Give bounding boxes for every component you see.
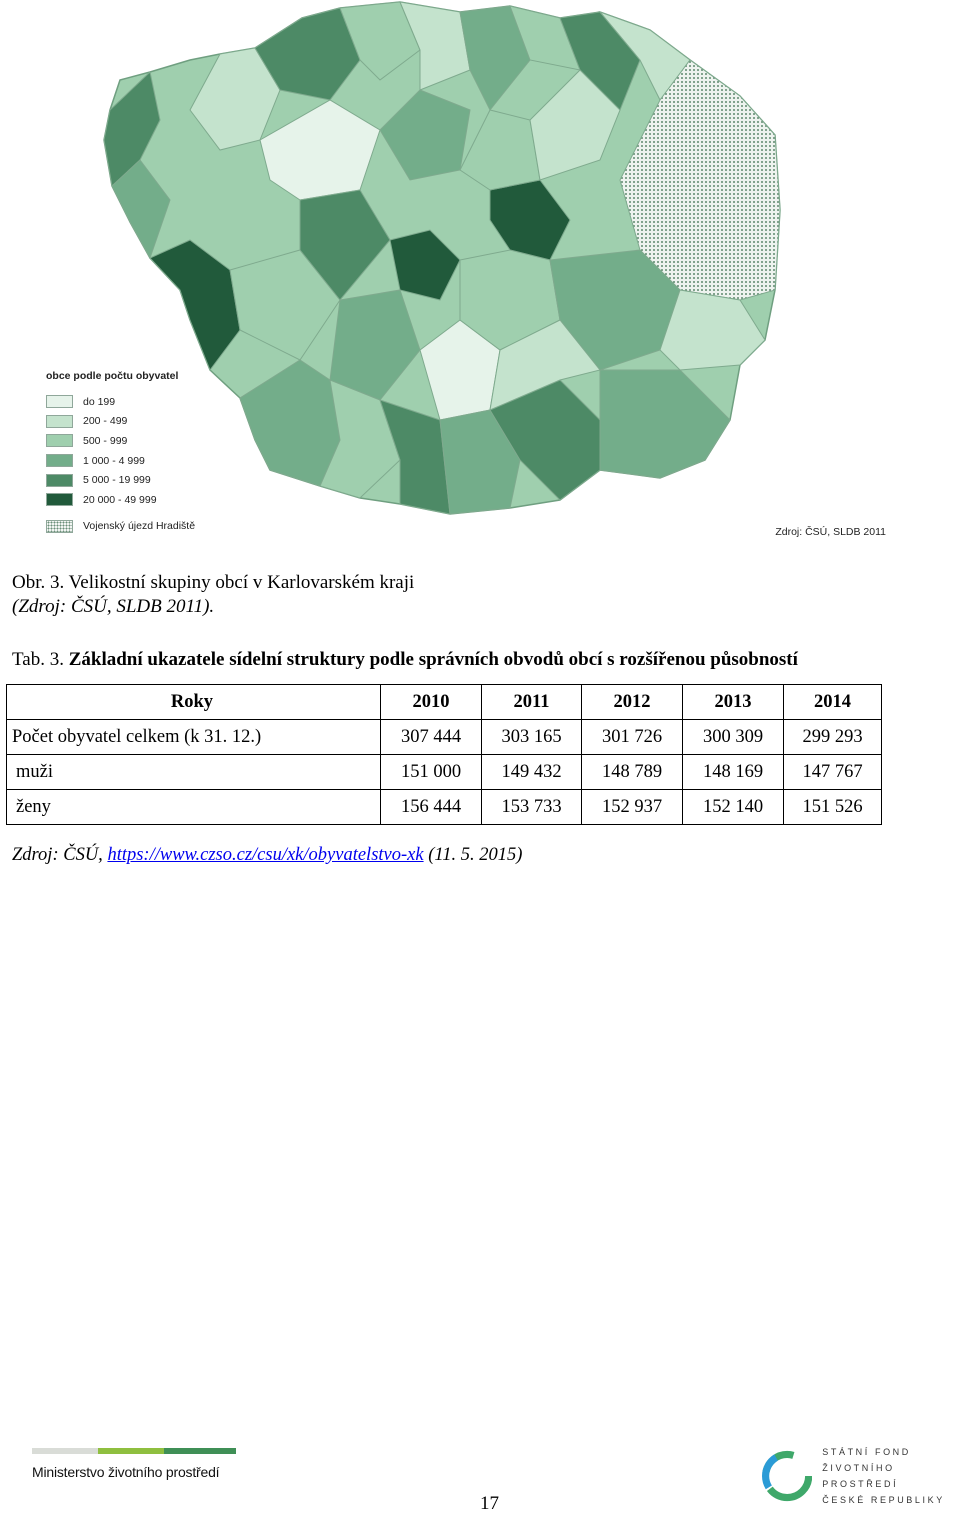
table-caption-label: Tab. 3. [12, 649, 64, 670]
map-legend: obce podle počtu obyvatel do 199 200 - 4… [46, 370, 236, 536]
legend-title: obce podle počtu obyvatel [46, 370, 179, 382]
table-cell: 151 526 [783, 789, 882, 825]
municipality-area [329, 289, 421, 401]
table-cell: 149 432 [481, 754, 582, 790]
legend-swatch [46, 454, 73, 468]
table-caption-text: Základní ukazatele sídelní struktury pod… [68, 649, 798, 670]
legend-item: 500 - 999 [46, 431, 236, 451]
table-cell: 148 789 [581, 754, 683, 790]
table-source-suffix: (11. 5. 2015) [428, 845, 523, 865]
sfzp-name-line: ČESKÉ REPUBLIKY [822, 1495, 945, 1505]
table-row: Počet obyvatel celkem (k 31. 12.) 307 44… [6, 719, 882, 755]
czso-link[interactable]: https://www.czso.cz/csu/xk/obyvatelstvo-… [107, 845, 424, 865]
municipality-area [659, 289, 766, 371]
figure-source: (Zdroj: ČSÚ, SLDB 2011). [12, 596, 215, 617]
legend-swatch-military [46, 519, 73, 533]
municipality-area [229, 249, 341, 361]
municipality-area [489, 319, 601, 411]
legend-swatch [46, 473, 73, 487]
ministry-logo-bars [32, 1448, 242, 1454]
ministry-logo: Ministerstvo životního prostředí [32, 1448, 242, 1480]
page-number: 17 [480, 1493, 499, 1514]
logo-bar [32, 1448, 98, 1454]
municipality-area [299, 189, 391, 301]
table-cell: 307 444 [380, 719, 482, 755]
legend-label: 20 000 - 49 999 [83, 493, 157, 506]
legend-swatch [46, 493, 73, 507]
map-figure: obce podle počtu obyvatel do 199 200 - 4… [40, 0, 900, 548]
table-cell: 148 169 [682, 754, 784, 790]
table-cell: 152 937 [581, 789, 683, 825]
legend-swatch [46, 434, 73, 448]
table-source-prefix: Zdroj: ČSÚ, [12, 845, 103, 865]
municipality-area [111, 159, 171, 260]
legend-label: do 199 [83, 395, 116, 408]
table-cell: 152 140 [682, 789, 784, 825]
header-roky: Roky [6, 684, 381, 720]
legend-label: Vojenský újezd Hradiště [83, 520, 196, 533]
municipality-area [339, 1, 421, 81]
legend-item: 1 000 - 4 999 [46, 451, 236, 471]
table-header-row: Roky 2010 2011 2012 2013 2014 [6, 684, 882, 720]
table-cell: 299 293 [783, 719, 882, 755]
municipality-area [149, 239, 241, 372]
municipality-area [379, 89, 471, 181]
header-year: 2011 [481, 684, 582, 720]
municipality-area [439, 409, 521, 515]
legend-item: 200 - 499 [46, 412, 236, 432]
legend-swatch [46, 414, 73, 428]
table-cell: 303 165 [481, 719, 582, 755]
table-cell: 301 726 [581, 719, 683, 755]
legend-item: do 199 [46, 392, 236, 412]
table-cell: 156 444 [380, 789, 482, 825]
military-area [619, 59, 781, 301]
municipality-area [379, 399, 451, 515]
logo-bar [98, 1448, 164, 1454]
table-row: muži 151 000 149 432 148 789 148 169 147… [6, 754, 882, 790]
header-year: 2010 [380, 684, 482, 720]
municipality-area [399, 1, 471, 91]
sfzp-emblem-icon [762, 1450, 813, 1502]
legend-item-military: Vojenský újezd Hradiště [46, 517, 236, 537]
karlovarsky-region-map [103, 1, 781, 515]
legend-label: 500 - 999 [83, 434, 128, 447]
map-source: Zdroj: ČSÚ, SLDB 2011 [775, 526, 886, 538]
population-table: Roky 2010 2011 2012 2013 2014 Počet obyv… [6, 684, 882, 825]
legend-label: 200 - 499 [83, 415, 128, 428]
table-cell: 151 000 [380, 754, 482, 790]
municipality-area [459, 5, 531, 111]
header-year: 2014 [783, 684, 882, 720]
table-source: Zdroj: ČSÚ, https://www.czso.cz/csu/xk/o… [12, 845, 522, 866]
row-label: Počet obyvatel celkem (k 31. 12.) [6, 719, 381, 755]
figure-caption: Obr. 3. Velikostní skupiny obcí v Karlov… [12, 572, 415, 593]
row-label: ženy [6, 789, 381, 825]
legend-swatch [46, 395, 73, 409]
municipality-area [389, 229, 461, 301]
sfzp-name: STÁTNÍ FOND ŽIVOTNÍHO PROSTŘEDÍ ČESKÉ RE… [822, 1444, 960, 1508]
row-label: muži [6, 754, 381, 790]
legend-label: 5 000 - 19 999 [83, 474, 151, 487]
header-year: 2013 [682, 684, 784, 720]
legend-item: 20 000 - 49 999 [46, 490, 236, 510]
table-cell: 300 309 [682, 719, 784, 755]
table-caption: Tab. 3. Základní ukazatele sídelní struk… [12, 649, 798, 671]
legend-label: 1 000 - 4 999 [83, 454, 145, 467]
sfzp-name-line: STÁTNÍ FOND [822, 1447, 911, 1457]
municipality-area [529, 69, 621, 181]
sfzp-name-line: ŽIVOTNÍHO PROSTŘEDÍ [822, 1463, 899, 1489]
table-row: ženy 156 444 153 733 152 937 152 140 151… [6, 789, 882, 825]
header-year: 2012 [581, 684, 683, 720]
table-cell: 153 733 [481, 789, 582, 825]
logo-bar [164, 1448, 236, 1454]
legend-item: 5 000 - 19 999 [46, 470, 236, 490]
table-cell: 147 767 [783, 754, 882, 790]
municipality-area [599, 369, 731, 479]
ministry-name: Ministerstvo životního prostředí [32, 1464, 220, 1480]
sfzp-logo: STÁTNÍ FOND ŽIVOTNÍHO PROSTŘEDÍ ČESKÉ RE… [762, 1444, 960, 1508]
